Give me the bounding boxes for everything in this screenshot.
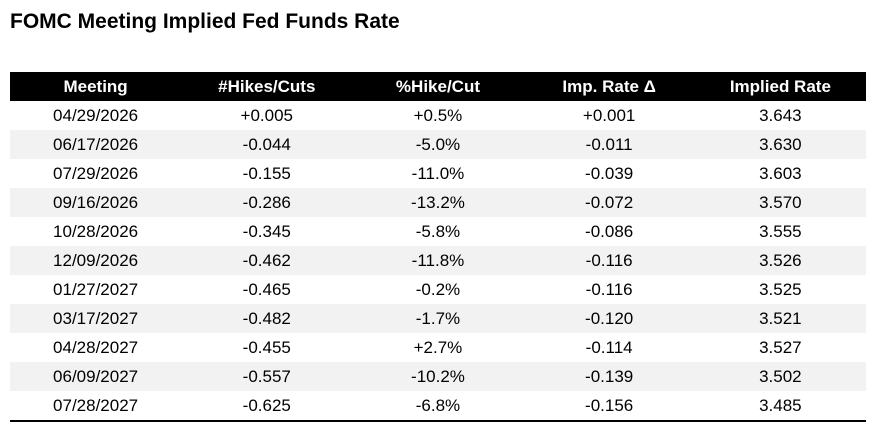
table-cell: -0.286 xyxy=(242,192,291,212)
table-cell: -0.116 xyxy=(585,250,633,270)
table-cell: 09/16/2026 xyxy=(53,192,139,212)
table-row: 04/28/2027 -0.455 +2.7% -0.114 3.527 xyxy=(10,333,866,362)
table-cell: 3.525 xyxy=(759,279,802,299)
table-cell: -0.155 xyxy=(242,163,291,183)
table-cell: 06/17/2026 xyxy=(53,134,139,154)
table-cell: -0.114 xyxy=(585,337,633,357)
table-row: 10/28/2026 -0.345 -5.8% -0.086 3.555 xyxy=(10,217,866,246)
table-cell: -0.044 xyxy=(242,134,291,154)
table-cell: 3.485 xyxy=(759,395,802,415)
table-header-row: Meeting #Hikes/Cuts %Hike/Cut Imp. Rate … xyxy=(10,72,866,101)
table-cell: +0.001 xyxy=(582,105,636,125)
page-title: FOMC Meeting Implied Fed Funds Rate xyxy=(10,10,400,33)
table-cell: -0.139 xyxy=(585,366,634,386)
table-row: 06/17/2026 -0.044 -5.0% -0.011 3.630 xyxy=(10,130,866,159)
table-cell: 3.570 xyxy=(759,192,802,212)
table-row: 09/16/2026 -0.286 -13.2% -0.072 3.570 xyxy=(10,188,866,217)
table-cell: -0.2% xyxy=(415,279,461,299)
table-cell: -1.7% xyxy=(415,308,461,328)
table-row: 03/17/2027 -0.482 -1.7% -0.120 3.521 xyxy=(10,304,866,333)
table-cell: 3.502 xyxy=(759,366,802,386)
table-cell: -0.039 xyxy=(585,163,634,183)
table-cell: 3.527 xyxy=(759,337,802,357)
table-cell: +0.005 xyxy=(240,105,294,125)
table-cell: 3.521 xyxy=(759,308,802,328)
table-row: 04/29/2026 +0.005 +0.5% +0.001 3.643 xyxy=(10,101,866,130)
table-cell: -0.072 xyxy=(585,192,634,212)
table-cell: +2.7% xyxy=(413,337,463,357)
table-cell: -5.8% xyxy=(415,221,461,241)
table-cell: -0.482 xyxy=(242,308,291,328)
table-cell: 3.555 xyxy=(759,221,802,241)
table-cell: -13.2% xyxy=(411,192,465,212)
table-cell: 12/09/2026 xyxy=(53,250,139,270)
table-cell: -0.462 xyxy=(242,250,291,270)
table-cell: 07/29/2026 xyxy=(53,163,139,183)
table-cell: -0.156 xyxy=(585,395,634,415)
table-row: 07/29/2026 -0.155 -11.0% -0.039 3.603 xyxy=(10,159,866,188)
table-cell: -11.0% xyxy=(411,163,465,183)
table-row: 07/28/2027 -0.625 -6.8% -0.156 3.485 xyxy=(10,391,866,421)
table-cell: -5.0% xyxy=(415,134,461,154)
table-cell: -0.011 xyxy=(585,134,633,154)
table-header: Meeting #Hikes/Cuts %Hike/Cut Imp. Rate … xyxy=(10,72,866,101)
table-cell: 3.603 xyxy=(759,163,802,183)
table-cell: 3.643 xyxy=(759,105,802,125)
table-cell: 01/27/2027 xyxy=(53,279,139,299)
table-cell: 06/09/2027 xyxy=(53,366,139,386)
table-cell: 04/28/2027 xyxy=(53,337,139,357)
fomc-implied-rate-table: Meeting #Hikes/Cuts %Hike/Cut Imp. Rate … xyxy=(10,72,866,422)
table-row: 06/09/2027 -0.557 -10.2% -0.139 3.502 xyxy=(10,362,866,391)
table-row: 01/27/2027 -0.465 -0.2% -0.116 3.525 xyxy=(10,275,866,304)
table-cell: -0.345 xyxy=(242,221,291,241)
table-cell: 04/29/2026 xyxy=(53,105,139,125)
table-cell: -11.8% xyxy=(411,250,465,270)
table-cell: -0.465 xyxy=(242,279,291,299)
table-cell: 10/28/2026 xyxy=(53,221,139,241)
table-cell: -0.455 xyxy=(242,337,291,357)
table-cell: -0.116 xyxy=(585,279,633,299)
column-header-hikes-cuts: #Hikes/Cuts xyxy=(181,72,353,101)
column-header-meeting: Meeting xyxy=(10,72,182,101)
table-cell: -0.120 xyxy=(585,308,634,328)
table-row: 12/09/2026 -0.462 -11.8% -0.116 3.526 xyxy=(10,246,866,275)
table-cell: -0.557 xyxy=(242,366,291,386)
table-cell: +0.5% xyxy=(413,105,463,125)
table-cell: -0.086 xyxy=(585,221,634,241)
table-cell: 07/28/2027 xyxy=(53,395,139,415)
table-cell: 03/17/2027 xyxy=(53,308,139,328)
table-cell: 3.526 xyxy=(759,250,802,270)
table-cell: -10.2% xyxy=(411,366,465,386)
table-cell: 3.630 xyxy=(759,134,802,154)
table-cell: -0.625 xyxy=(242,395,291,415)
column-header-implied-rate: Implied Rate xyxy=(694,72,866,101)
column-header-pct-hike-cut: %Hike/Cut xyxy=(352,72,524,101)
table-body: 04/29/2026 +0.005 +0.5% +0.001 3.643 06/17/20… xyxy=(10,101,866,421)
column-header-imp-rate-delta: Imp. Rate Δ xyxy=(523,72,695,101)
table-cell: -6.8% xyxy=(415,395,461,415)
